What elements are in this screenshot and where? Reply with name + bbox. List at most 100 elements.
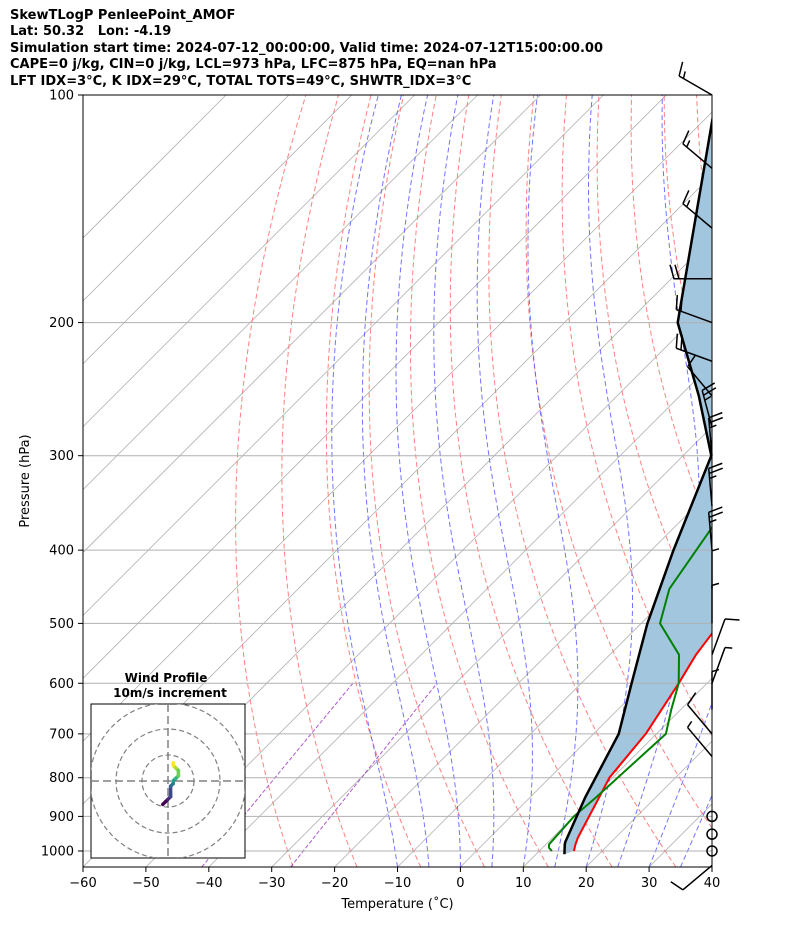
isotherm-line xyxy=(523,677,712,867)
isotherm-line xyxy=(460,614,712,867)
dry-adiabat-line xyxy=(410,95,549,867)
barb-flag xyxy=(708,506,723,513)
wind-barb xyxy=(686,354,713,397)
barb-flag xyxy=(680,296,683,312)
dry-adiabat-line xyxy=(663,95,712,412)
wind-barb xyxy=(707,462,723,507)
isotherm-line xyxy=(334,489,712,867)
barb-staff xyxy=(707,417,713,456)
isotherm-line xyxy=(145,300,712,867)
cape-cin-area xyxy=(564,121,712,855)
wind-barb xyxy=(678,61,713,96)
isotherm-line xyxy=(271,426,712,867)
y-tick-label: 700 xyxy=(49,727,74,742)
wind-barb xyxy=(711,646,733,684)
location-line: Lat: 50.32 Lon: -4.19 xyxy=(10,24,172,40)
dry-adiabat-line xyxy=(762,95,794,867)
x-tick-label: 30 xyxy=(641,876,658,891)
wind-barb xyxy=(711,548,720,589)
x-tick-label: 10 xyxy=(515,876,532,891)
dry-adiabat-line xyxy=(596,95,712,640)
barb-staff xyxy=(676,347,713,362)
wind-barb xyxy=(670,864,713,891)
barb-flag xyxy=(674,264,680,279)
y-tick-label: 300 xyxy=(49,449,74,464)
mixing-ratio-line xyxy=(290,682,438,867)
x-tick-label: −30 xyxy=(258,876,285,891)
wind-barb xyxy=(707,411,723,456)
dry-adiabat-line xyxy=(488,95,677,867)
dry-adiabat-line xyxy=(281,95,358,867)
wind-barb xyxy=(675,294,713,324)
barb-half-flag xyxy=(686,140,691,148)
cape-line: CAPE=0 j/kg, CIN=0 j/kg, LCL=973 hPa, LF… xyxy=(10,57,497,73)
wind-barb xyxy=(711,582,720,624)
dry-adiabat-line xyxy=(729,95,794,867)
wind-barb xyxy=(682,190,713,229)
wind-barb xyxy=(675,333,713,362)
barb-flag xyxy=(680,335,683,351)
barb-staff xyxy=(711,618,726,655)
barb-flag xyxy=(708,511,723,518)
isotherm-line xyxy=(83,95,541,554)
barb-half-flag xyxy=(709,424,717,429)
isotherm-line xyxy=(648,803,712,867)
barb-flag xyxy=(669,264,675,279)
barb-half-flag xyxy=(711,548,720,552)
isotherm-line xyxy=(83,95,227,239)
barb-half-flag xyxy=(709,518,717,523)
barb-half-flag xyxy=(709,475,717,480)
x-tick-label: −10 xyxy=(384,876,411,891)
barb-flag xyxy=(682,130,690,145)
moist-adiabat-line xyxy=(331,95,398,867)
y-tick-label: 800 xyxy=(49,771,74,786)
x-tick-label: −50 xyxy=(132,876,159,891)
barb-staff xyxy=(711,647,726,684)
barb-flag xyxy=(686,692,697,706)
barb-flag xyxy=(670,881,684,891)
x-tick-label: 40 xyxy=(704,876,721,891)
barb-staff xyxy=(686,726,713,758)
x-tick-label: −60 xyxy=(69,876,96,891)
barb-flag xyxy=(703,387,717,396)
y-tick-label: 1000 xyxy=(41,844,74,859)
moist-adiabat-line xyxy=(680,794,712,867)
y-tick-label: 100 xyxy=(49,89,74,104)
dewpoint-profile-line xyxy=(547,525,712,852)
moist-adiabat-line xyxy=(617,95,700,867)
dry-adiabat-line xyxy=(368,95,485,867)
barb-staff xyxy=(676,308,713,324)
moist-adiabat-line xyxy=(711,865,712,867)
barb-staff xyxy=(707,512,713,551)
isotherm-line xyxy=(208,363,712,867)
barb-staff xyxy=(686,366,713,397)
hodograph-plot xyxy=(91,704,245,858)
isotherm-line xyxy=(711,866,712,867)
moist-adiabat-line xyxy=(476,95,533,867)
isotherm-line xyxy=(83,111,712,742)
axes: −60 −50 −40 −30 −20 −10 0 10 20 30 40 100 200 300 400 5… xyxy=(18,89,720,913)
hodograph-title: Wind Profile xyxy=(125,671,208,685)
x-tick-label: 0 xyxy=(456,876,464,891)
wind-barb xyxy=(682,130,713,169)
isotherm-line xyxy=(83,95,667,679)
wind-barb xyxy=(686,692,713,735)
barb-flag xyxy=(682,190,690,205)
x-tick-label: −40 xyxy=(195,876,222,891)
barb-flag xyxy=(708,416,723,424)
y-tick-label: 500 xyxy=(49,617,74,632)
isotherm-line xyxy=(83,95,353,365)
moist-adiabat-line xyxy=(395,95,461,867)
hodograph-subtitle: 10m/s increment xyxy=(113,686,227,700)
chart-title-block: SkewTLogP PenleePoint_AMOF Lat: 50.32 Lo… xyxy=(10,8,603,90)
barb-flag xyxy=(708,411,723,419)
isotherm-line xyxy=(397,551,712,867)
barb-half-flag xyxy=(682,71,686,79)
wind-barb xyxy=(686,720,713,758)
pressure-gridlines xyxy=(83,95,712,852)
chart-title: SkewTLogP PenleePoint_AMOF xyxy=(10,8,236,23)
time-line: Simulation start time: 2024-07-12_00:00:… xyxy=(10,40,603,56)
moist-adiabat-line xyxy=(585,95,633,867)
profile-series xyxy=(547,114,712,855)
